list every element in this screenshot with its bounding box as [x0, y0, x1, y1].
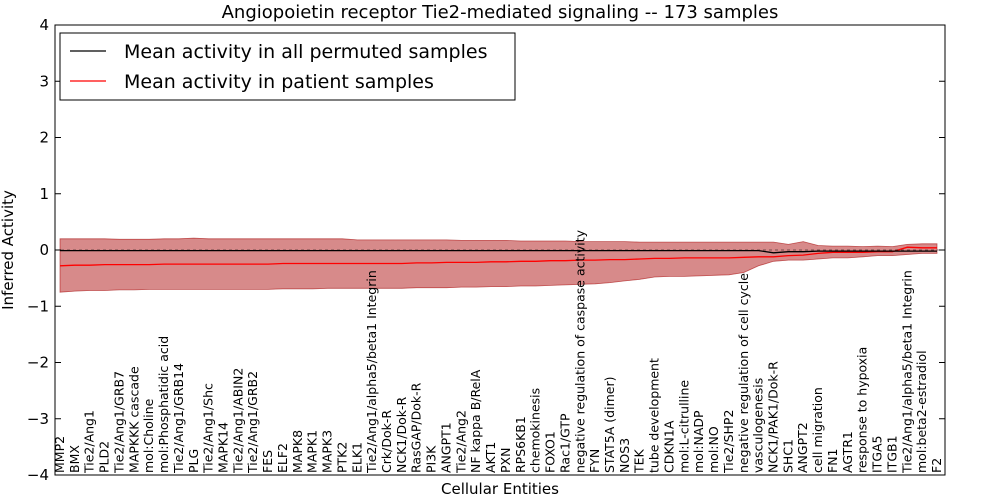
x-tick-label: mol:NO — [706, 426, 721, 473]
x-tick-label: chemokinesis — [528, 388, 543, 473]
x-tick-label: RasGAP/Dok-R — [409, 382, 424, 473]
x-tick-label: F2 — [929, 458, 944, 473]
x-tick-label: MAPK1 — [305, 430, 320, 473]
x-tick-label: TEK — [632, 448, 647, 474]
x-tick-label: BMX — [67, 445, 82, 473]
x-tick-label: MAPK3 — [320, 430, 335, 473]
activity-bands — [59, 237, 938, 293]
x-tick-label: MAPKKK cascade — [126, 366, 141, 473]
x-tick-label: cell migration — [810, 387, 825, 473]
x-tick-label: FN1 — [825, 449, 840, 474]
x-tick-label: Crk/Dok-R — [379, 410, 394, 473]
x-tick-label: NOS3 — [617, 438, 632, 473]
y-tick-label: −1 — [27, 297, 49, 315]
x-tick-label: PXN — [498, 448, 513, 473]
x-tick-label: ITGB1 — [884, 435, 899, 473]
legend-box — [59, 32, 516, 101]
x-tick-label: Tie2/Ang1 — [82, 410, 97, 474]
legend-label-permuted: Mean activity in all permuted samples — [124, 41, 487, 63]
y-tick-label: 3 — [39, 72, 49, 90]
chart-title: Angiopoietin receptor Tie2-mediated sign… — [222, 2, 779, 23]
x-tick-label: negative regulation of cell cycle — [736, 273, 751, 473]
x-tick-label: Tie2/Ang2 — [453, 410, 468, 474]
series-line-patient — [59, 246, 937, 267]
x-tick-label: Tie2/Ang1/alpha5/beta1 Integrin — [364, 270, 379, 474]
y-axis-ticks: −4 −3 −2 −1 0 1 2 3 4 — [27, 16, 945, 484]
x-tick-label: mol:L-citrulline — [676, 380, 691, 473]
series-line-permuted — [60, 249, 937, 254]
x-tick-label: Rac1/GTP — [557, 413, 572, 473]
x-tick-label: Tie2/Ang1/Shc — [201, 383, 216, 474]
x-tick-label: ITGA5 — [870, 435, 885, 473]
x-tick-label: Tie2/Ang1/GRB14 — [171, 363, 186, 474]
x-tick-label: mol:Phosphatidic acid — [156, 336, 171, 473]
x-tick-label: Tie2/Ang1/GRB2 — [245, 371, 260, 474]
x-tick-label: Tie2/Ang1/ABIN2 — [230, 368, 245, 474]
x-tick-label: FYN — [587, 449, 602, 473]
x-tick-label: mol:NADP — [691, 410, 706, 473]
x-tick-label: mol:Choline — [141, 398, 156, 473]
x-axis-tick-labels: MMP2 BMX Tie2/Ang1 PLD2 Tie2/Ang1/GRB7 MAPKKK… — [52, 229, 944, 474]
x-tick-label: FOXO1 — [543, 431, 558, 473]
x-tick-label: MAPK8 — [290, 430, 305, 473]
x-tick-label: NCK1/PAK1/Dok-R — [766, 361, 781, 473]
y-tick-label: 2 — [39, 129, 49, 147]
x-tick-label: ANGPT1 — [439, 422, 454, 473]
y-tick-label: −2 — [27, 354, 49, 372]
x-tick-label: Tie2/Ang1/alpha5/beta1 Integrin — [899, 270, 914, 474]
series-lines — [59, 246, 937, 267]
y-tick-label: 0 — [39, 241, 49, 259]
x-tick-label: NCK1/Dok-R — [394, 397, 409, 473]
x-tick-label: SHC1 — [780, 439, 795, 473]
y-tick-label: −4 — [27, 466, 49, 484]
x-tick-label: vasculogenesis — [751, 378, 766, 473]
x-tick-label: STAT5A (dimer) — [602, 377, 617, 473]
x-tick-label: NF kappa B/RelA — [468, 369, 483, 473]
x-tick-label: FES — [260, 450, 275, 473]
x-tick-label: tube development — [647, 358, 662, 473]
x-tick-label: PLD2 — [97, 441, 112, 473]
x-tick-label: AGTR1 — [840, 431, 855, 473]
x-axis-label: Cellular Entities — [441, 480, 559, 498]
x-tick-label: ELK1 — [349, 442, 364, 473]
x-tick-label: mol:beta2-estradiol — [914, 350, 929, 473]
y-axis-label: Inferred Activity — [0, 190, 17, 310]
x-tick-label: RPS6KB1 — [513, 416, 528, 473]
x-tick-label: ANGPT2 — [795, 422, 810, 473]
x-tick-label: CDKN1A — [661, 420, 676, 473]
y-tick-label: −3 — [27, 410, 49, 428]
x-tick-label: response to hypoxia — [855, 347, 870, 473]
y-tick-label: 4 — [39, 16, 49, 34]
band-permuted — [59, 237, 938, 293]
x-tick-label: AKT1 — [483, 442, 498, 473]
x-tick-label: ELF2 — [275, 443, 290, 473]
y-tick-label: 1 — [39, 185, 49, 203]
band-patient — [59, 237, 938, 293]
x-tick-label: Tie2/SHP2 — [721, 410, 736, 474]
x-tick-label: Tie2/Ang1/GRB7 — [112, 371, 127, 474]
x-tick-label: PTK2 — [334, 442, 349, 473]
legend: Mean activity in all permuted samples Me… — [59, 32, 516, 101]
x-tick-label: MMP2 — [52, 436, 67, 473]
x-tick-label: negative regulation of caspase activity — [572, 229, 587, 473]
x-tick-label: PI3K — [424, 445, 439, 473]
x-tick-label: MAPK14 — [216, 422, 231, 473]
x-tick-label: PLG — [186, 449, 201, 473]
legend-label-patient: Mean activity in patient samples — [124, 71, 434, 93]
